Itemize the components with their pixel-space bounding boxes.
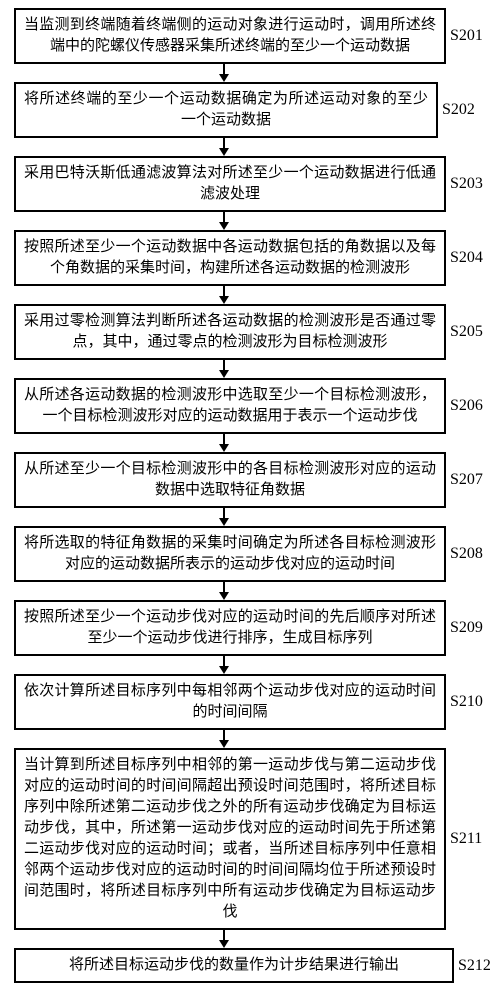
step-box-S211: 当计算到所述目标序列中相邻的第一运动步伐与第二运动步伐对应的运动时间的时间间隔超… xyxy=(14,748,446,930)
step-row-S212: 将所述目标运动步伐的数量作为计步结果进行输出S212 xyxy=(14,948,487,983)
step-box-S209: 按照所述至少一个运动步伐对应的运动时间的先后顺序对所述至少一个运动步伐进行排序，… xyxy=(14,600,446,656)
step-row-S210: 依次计算所述目标序列中每相邻两个运动步伐对应的运动时间的时间间隔S210 xyxy=(14,674,487,730)
step-label-S209: S209 xyxy=(450,619,483,637)
arrow-down xyxy=(14,930,434,948)
arrow-down xyxy=(14,360,434,378)
step-row-S207: 从所述至少一个目标检测波形中的各目标检测波形对应的运动数据中选取特征角数据S20… xyxy=(14,452,487,508)
arrow-down xyxy=(14,212,434,230)
step-box-S201: 当监测到终端随着终端侧的运动对象进行运动时，调用所述终端中的陀螺仪传感器采集所述… xyxy=(14,8,446,64)
step-row-S203: 采用巴特沃斯低通滤波算法对所述至少一个运动数据进行低通滤波处理S203 xyxy=(14,156,487,212)
step-row-S202: 将所述终端的至少一个运动数据确定为所述运动对象的至少一个运动数据S202 xyxy=(14,82,487,138)
step-row-S204: 按照所述至少一个运动数据中各运动数据包括的角数据以及每个角数据的采集时间，构建所… xyxy=(14,230,487,286)
step-box-S206: 从所述各运动数据的检测波形中选取至少一个目标检测波形，一个目标检测波形对应的运动… xyxy=(14,378,446,434)
step-box-S202: 将所述终端的至少一个运动数据确定为所述运动对象的至少一个运动数据 xyxy=(14,82,438,138)
arrow-down xyxy=(14,656,434,674)
step-row-S205: 采用过零检测算法判断所述各运动数据的检测波形是否通过零点，其中，通过零点的检测波… xyxy=(14,304,487,360)
arrow-down xyxy=(14,434,434,452)
step-label-S212: S212 xyxy=(458,957,491,975)
step-label-S207: S207 xyxy=(450,471,483,489)
arrow-down xyxy=(14,582,434,600)
step-box-S205: 采用过零检测算法判断所述各运动数据的检测波形是否通过零点，其中，通过零点的检测波… xyxy=(14,304,446,360)
step-box-S203: 采用巴特沃斯低通滤波算法对所述至少一个运动数据进行低通滤波处理 xyxy=(14,156,446,212)
step-label-S201: S201 xyxy=(450,27,483,45)
arrow-down xyxy=(14,286,434,304)
step-label-S203: S203 xyxy=(450,175,483,193)
step-label-S211: S211 xyxy=(450,830,482,848)
step-label-S204: S204 xyxy=(450,249,483,267)
step-box-S212: 将所述目标运动步伐的数量作为计步结果进行输出 xyxy=(14,948,454,983)
step-label-S210: S210 xyxy=(450,693,483,711)
step-row-S209: 按照所述至少一个运动步伐对应的运动时间的先后顺序对所述至少一个运动步伐进行排序，… xyxy=(14,600,487,656)
arrow-down xyxy=(14,508,434,526)
step-row-S206: 从所述各运动数据的检测波形中选取至少一个目标检测波形，一个目标检测波形对应的运动… xyxy=(14,378,487,434)
arrow-down xyxy=(14,64,434,82)
step-box-S207: 从所述至少一个目标检测波形中的各目标检测波形对应的运动数据中选取特征角数据 xyxy=(14,452,446,508)
step-label-S202: S202 xyxy=(442,101,475,119)
step-box-S208: 将所选取的特征角数据的采集时间确定为所述各目标检测波形对应的运动数据所表示的运动… xyxy=(14,526,446,582)
step-row-S201: 当监测到终端随着终端侧的运动对象进行运动时，调用所述终端中的陀螺仪传感器采集所述… xyxy=(14,8,487,64)
step-row-S208: 将所选取的特征角数据的采集时间确定为所述各目标检测波形对应的运动数据所表示的运动… xyxy=(14,526,487,582)
step-box-S210: 依次计算所述目标序列中每相邻两个运动步伐对应的运动时间的时间间隔 xyxy=(14,674,446,730)
step-label-S205: S205 xyxy=(450,323,483,341)
arrow-down xyxy=(14,138,434,156)
step-label-S208: S208 xyxy=(450,545,483,563)
arrow-down xyxy=(14,730,434,748)
step-row-S211: 当计算到所述目标序列中相邻的第一运动步伐与第二运动步伐对应的运动时间的时间间隔超… xyxy=(14,748,487,930)
step-box-S204: 按照所述至少一个运动数据中各运动数据包括的角数据以及每个角数据的采集时间，构建所… xyxy=(14,230,446,286)
step-label-S206: S206 xyxy=(450,397,483,415)
